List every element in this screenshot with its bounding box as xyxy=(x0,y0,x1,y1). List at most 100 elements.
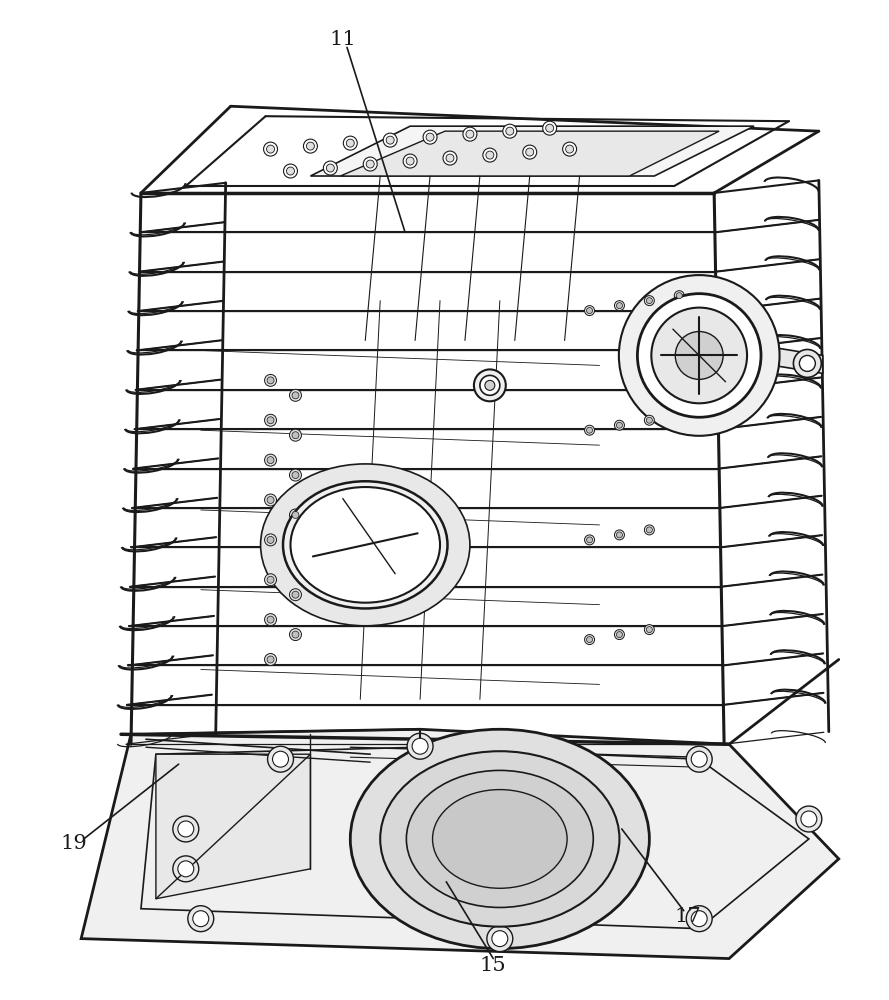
Circle shape xyxy=(407,733,433,759)
Circle shape xyxy=(585,635,595,645)
Circle shape xyxy=(290,469,301,481)
Circle shape xyxy=(616,303,622,309)
Circle shape xyxy=(303,139,317,153)
Circle shape xyxy=(292,432,299,439)
Circle shape xyxy=(565,145,573,153)
Circle shape xyxy=(267,145,275,153)
Circle shape xyxy=(542,121,557,135)
Text: 19: 19 xyxy=(60,834,87,853)
Ellipse shape xyxy=(433,790,567,888)
Circle shape xyxy=(587,308,593,314)
Circle shape xyxy=(290,509,301,521)
Circle shape xyxy=(265,414,276,426)
Circle shape xyxy=(178,821,194,837)
Ellipse shape xyxy=(350,729,649,949)
Circle shape xyxy=(686,746,712,772)
Circle shape xyxy=(284,164,298,178)
Circle shape xyxy=(585,535,595,545)
Circle shape xyxy=(614,530,624,540)
Circle shape xyxy=(587,637,593,643)
Circle shape xyxy=(292,631,299,638)
Circle shape xyxy=(265,534,276,546)
Circle shape xyxy=(386,136,394,144)
Circle shape xyxy=(265,494,276,506)
Circle shape xyxy=(523,145,537,159)
Circle shape xyxy=(290,389,301,401)
Circle shape xyxy=(692,751,707,767)
Circle shape xyxy=(637,294,761,417)
Circle shape xyxy=(614,630,624,640)
Circle shape xyxy=(286,167,294,175)
Circle shape xyxy=(546,124,554,132)
Circle shape xyxy=(480,375,500,395)
Circle shape xyxy=(292,392,299,399)
Circle shape xyxy=(193,911,209,927)
Polygon shape xyxy=(340,131,719,176)
Circle shape xyxy=(265,654,276,665)
Circle shape xyxy=(503,124,517,138)
Circle shape xyxy=(326,164,334,172)
Circle shape xyxy=(646,527,653,533)
Polygon shape xyxy=(81,729,838,959)
Circle shape xyxy=(616,632,622,638)
Circle shape xyxy=(796,806,821,832)
Circle shape xyxy=(483,148,497,162)
Circle shape xyxy=(172,816,199,842)
Circle shape xyxy=(646,417,653,423)
Circle shape xyxy=(614,420,624,430)
Circle shape xyxy=(677,293,682,299)
Circle shape xyxy=(406,157,414,165)
Circle shape xyxy=(801,811,817,827)
Circle shape xyxy=(290,429,301,441)
Circle shape xyxy=(686,906,712,932)
Circle shape xyxy=(290,629,301,641)
Circle shape xyxy=(585,425,595,435)
Circle shape xyxy=(292,551,299,558)
Circle shape xyxy=(265,454,276,466)
Circle shape xyxy=(466,130,474,138)
Circle shape xyxy=(652,308,747,403)
Circle shape xyxy=(645,296,654,306)
Circle shape xyxy=(267,497,274,503)
Circle shape xyxy=(403,154,417,168)
Circle shape xyxy=(263,142,277,156)
Circle shape xyxy=(178,861,194,877)
Circle shape xyxy=(292,472,299,479)
Circle shape xyxy=(292,511,299,518)
Ellipse shape xyxy=(291,487,440,603)
Circle shape xyxy=(616,422,622,428)
Circle shape xyxy=(614,301,624,311)
Circle shape xyxy=(587,427,593,433)
Circle shape xyxy=(676,332,723,379)
Circle shape xyxy=(383,133,397,147)
Circle shape xyxy=(486,151,494,159)
Text: 17: 17 xyxy=(675,907,701,926)
Circle shape xyxy=(366,160,374,168)
Circle shape xyxy=(645,415,654,425)
Circle shape xyxy=(267,377,274,384)
Circle shape xyxy=(265,614,276,626)
Circle shape xyxy=(267,616,274,623)
Circle shape xyxy=(506,127,514,135)
Ellipse shape xyxy=(260,464,470,626)
Circle shape xyxy=(525,148,533,156)
Circle shape xyxy=(443,151,457,165)
Circle shape xyxy=(265,574,276,586)
Circle shape xyxy=(646,298,653,304)
Circle shape xyxy=(563,142,577,156)
Circle shape xyxy=(585,306,595,316)
Circle shape xyxy=(265,374,276,386)
Circle shape xyxy=(587,537,593,543)
Circle shape xyxy=(492,931,508,947)
Circle shape xyxy=(267,656,274,663)
Circle shape xyxy=(616,532,622,538)
Circle shape xyxy=(426,133,434,141)
Circle shape xyxy=(273,751,289,767)
Circle shape xyxy=(463,127,477,141)
Circle shape xyxy=(267,536,274,543)
Circle shape xyxy=(412,738,428,754)
Circle shape xyxy=(645,525,654,535)
Circle shape xyxy=(799,355,815,371)
Circle shape xyxy=(343,136,357,150)
Circle shape xyxy=(267,576,274,583)
